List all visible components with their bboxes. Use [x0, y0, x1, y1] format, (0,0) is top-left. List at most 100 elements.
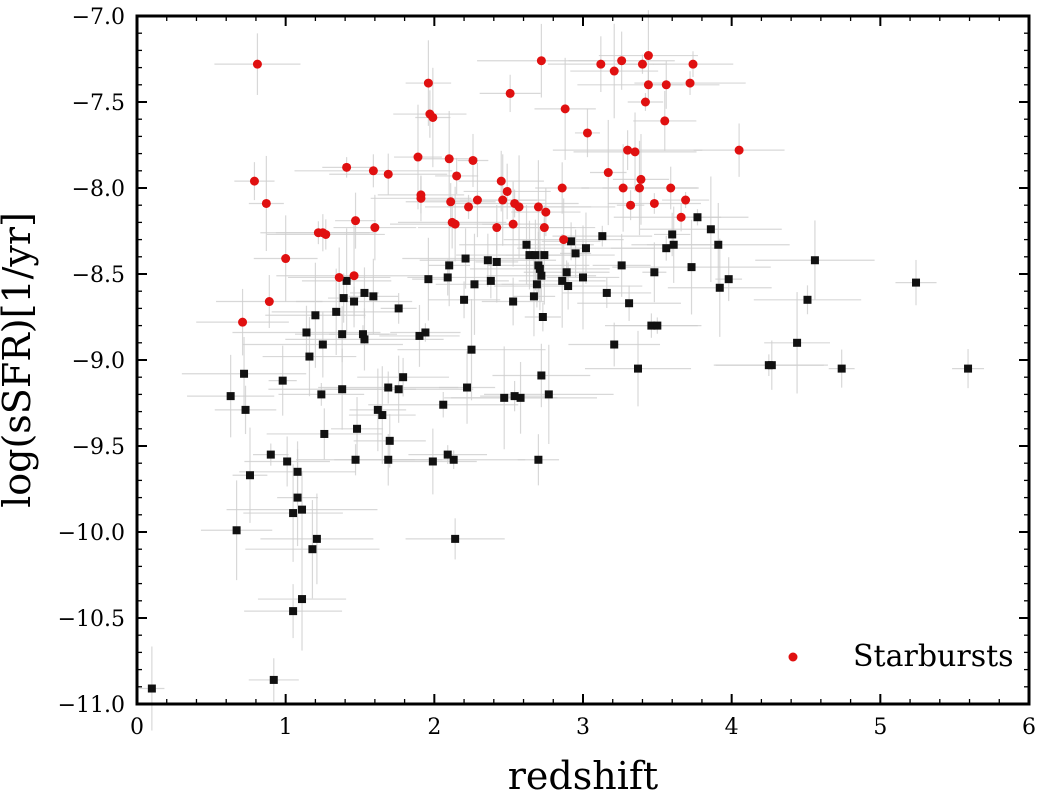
data-point-square	[308, 545, 317, 554]
data-point-square	[625, 299, 634, 308]
data-point-starburst	[351, 216, 361, 226]
data-point-square	[516, 393, 525, 402]
data-point-square	[532, 280, 541, 289]
data-point-square	[311, 311, 320, 320]
data-point-square	[338, 330, 347, 339]
data-point-starburst	[472, 195, 482, 205]
data-point-starburst	[281, 254, 291, 264]
legend: Starbursts	[788, 639, 1014, 674]
data-point-square	[360, 288, 369, 297]
data-point-square	[428, 457, 437, 466]
data-point-square	[421, 328, 430, 337]
data-point-starburst	[413, 152, 423, 162]
data-point-starburst	[496, 176, 506, 186]
data-point-starburst	[261, 198, 271, 208]
series-starbursts-points	[238, 51, 744, 327]
data-point-starburst	[514, 202, 524, 212]
data-point-square	[653, 321, 662, 330]
y-tick-label: −9.5	[72, 435, 125, 460]
data-point-square	[460, 295, 469, 304]
data-point-square	[706, 225, 715, 234]
data-point-square	[332, 307, 341, 316]
x-tick-label: 6	[1022, 715, 1036, 740]
data-point-starburst	[661, 80, 671, 90]
data-point-square	[298, 505, 307, 514]
data-point-starburst	[334, 272, 344, 282]
data-point-starburst	[383, 169, 393, 179]
data-point-square	[350, 297, 359, 306]
data-point-square	[451, 534, 460, 543]
data-point-square	[384, 383, 393, 392]
data-point-square	[318, 340, 327, 349]
data-point-square	[687, 263, 696, 272]
data-point-starburst	[634, 183, 644, 193]
data-point-starburst	[734, 145, 744, 155]
data-point-square	[360, 335, 369, 344]
data-point-starburst	[539, 223, 549, 233]
x-tick-label: 2	[427, 715, 441, 740]
data-point-square	[241, 405, 250, 414]
data-point-square	[293, 493, 302, 502]
data-point-square	[538, 313, 547, 321]
x-tick-label: 4	[725, 715, 739, 740]
data-point-square	[443, 450, 452, 459]
data-point-square	[500, 393, 509, 402]
data-point-square	[714, 240, 723, 249]
data-point-square	[384, 455, 393, 464]
data-point-starburst	[446, 197, 456, 207]
y-axis-label: log(sSFR)[1/yr]	[0, 212, 39, 508]
data-point-square	[394, 385, 403, 394]
data-point-starburst	[688, 59, 698, 69]
data-point-square	[793, 338, 802, 347]
data-point-square	[715, 283, 724, 292]
data-point-square	[650, 268, 659, 277]
data-point-starburst	[252, 59, 262, 69]
data-point-square	[509, 297, 518, 306]
data-point-starburst	[623, 145, 633, 155]
data-point-starburst	[342, 162, 352, 172]
data-point-square	[342, 276, 351, 285]
data-point-starburst	[508, 219, 518, 229]
data-point-starburst	[541, 207, 551, 217]
data-point-starburst	[643, 51, 653, 61]
x-tick-label: 1	[279, 715, 293, 740]
data-point-square	[662, 244, 671, 253]
data-point-square	[147, 684, 156, 693]
y-tick-label: −7.5	[72, 91, 125, 116]
x-axis-ticks: 0 1 2 3 4 5 6	[130, 16, 1036, 740]
data-point-starburst	[666, 183, 676, 193]
data-point-square	[531, 251, 540, 260]
data-point-starburst	[505, 88, 515, 98]
data-point-square	[534, 455, 543, 464]
data-point-starburst	[681, 195, 691, 205]
data-point-square	[278, 376, 287, 385]
data-point-square	[483, 256, 492, 265]
data-point-square	[289, 509, 298, 518]
data-point-starburst	[238, 317, 248, 327]
data-point-starburst	[559, 235, 569, 245]
data-point-starburst	[423, 78, 433, 88]
x-tick-label: 5	[873, 715, 887, 740]
data-point-square	[461, 254, 470, 263]
y-tick-label: −10.0	[58, 521, 125, 546]
data-point-square	[724, 275, 733, 284]
data-point-square	[510, 392, 519, 401]
data-point-square	[470, 280, 479, 289]
data-point-square	[803, 295, 812, 304]
data-point-square	[338, 385, 347, 394]
data-point-starburst	[618, 183, 628, 193]
data-point-square	[647, 321, 656, 330]
data-point-square	[669, 240, 678, 249]
data-point-starburst	[596, 59, 606, 69]
data-point-square	[610, 340, 619, 349]
data-point-square	[269, 675, 278, 684]
data-point-starburst	[416, 193, 426, 203]
data-point-starburst	[368, 166, 378, 176]
x-tick-label: 0	[130, 715, 144, 740]
data-point-square	[339, 294, 348, 303]
y-tick-label: −10.5	[58, 607, 125, 632]
data-point-starburst	[536, 56, 546, 66]
data-point-starburst	[676, 212, 686, 222]
y-tick-label: −8.5	[72, 263, 125, 288]
data-point-square	[558, 276, 567, 285]
